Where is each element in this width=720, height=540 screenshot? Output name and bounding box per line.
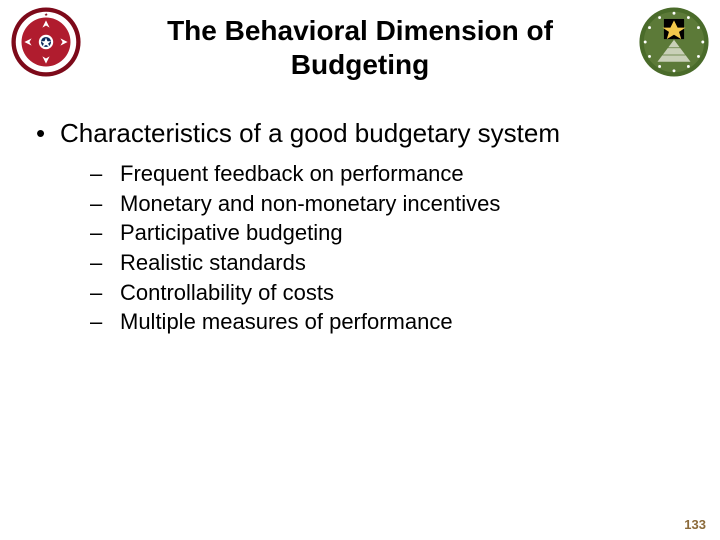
bullet-lvl2-text: Multiple measures of performance bbox=[120, 309, 453, 334]
slide-body: Characteristics of a good budgetary syst… bbox=[36, 118, 684, 349]
bullet-lvl2-text: Controllability of costs bbox=[120, 280, 334, 305]
bullet-lvl1-item: Characteristics of a good budgetary syst… bbox=[36, 118, 684, 337]
bullet-lvl2-item: Multiple measures of performance bbox=[90, 307, 684, 337]
bullet-lvl2-item: Frequent feedback on performance bbox=[90, 159, 684, 189]
bullet-lvl2-text: Participative budgeting bbox=[120, 220, 343, 245]
bullet-lvl2-item: Participative budgeting bbox=[90, 218, 684, 248]
slide: ★ The Behavioral Dimension of Budgeting bbox=[0, 0, 720, 540]
bullet-list-lvl2: Frequent feedback on performance Monetar… bbox=[90, 159, 684, 337]
title-line-2: Budgeting bbox=[291, 49, 429, 80]
page-number: 133 bbox=[684, 517, 706, 532]
slide-title: The Behavioral Dimension of Budgeting bbox=[0, 14, 720, 81]
title-line-1: The Behavioral Dimension of bbox=[167, 15, 553, 46]
bullet-lvl1-text: Characteristics of a good budgetary syst… bbox=[60, 118, 560, 148]
bullet-lvl2-item: Realistic standards bbox=[90, 248, 684, 278]
bullet-list-lvl1: Characteristics of a good budgetary syst… bbox=[36, 118, 684, 337]
bullet-lvl2-item: Controllability of costs bbox=[90, 278, 684, 308]
bullet-lvl2-item: Monetary and non-monetary incentives bbox=[90, 189, 684, 219]
bullet-lvl2-text: Frequent feedback on performance bbox=[120, 161, 464, 186]
bullet-lvl2-text: Realistic standards bbox=[120, 250, 306, 275]
bullet-lvl2-text: Monetary and non-monetary incentives bbox=[120, 191, 500, 216]
